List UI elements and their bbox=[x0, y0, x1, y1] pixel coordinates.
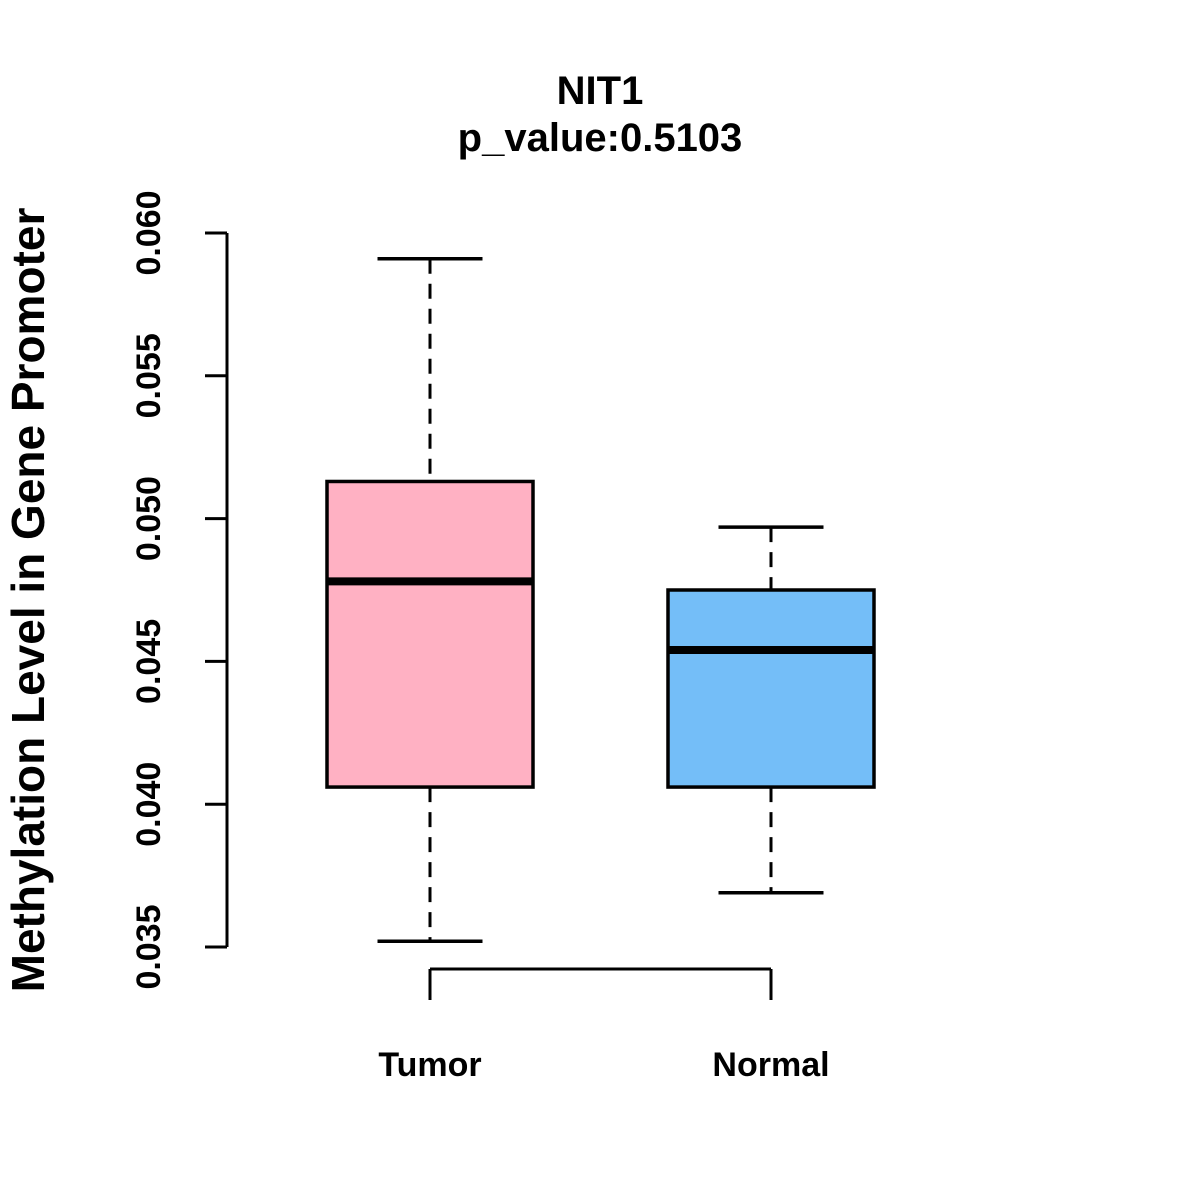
category-label-tumor: Tumor bbox=[378, 1046, 481, 1084]
y-axis-label: Methylation Level in Gene Promoter bbox=[2, 208, 54, 993]
y-tick-label: 0.035 bbox=[130, 904, 168, 989]
y-axis: 0.035 0.040 0.045 0.050 0.055 0.060 bbox=[130, 190, 229, 990]
x-axis: Tumor Normal bbox=[378, 967, 830, 1084]
y-tick-label: 0.045 bbox=[130, 619, 168, 704]
y-tick-label: 0.050 bbox=[130, 476, 168, 561]
y-tick-label: 0.040 bbox=[130, 762, 168, 847]
chart-subtitle: p_value:0.5103 bbox=[458, 116, 743, 160]
y-tick-label: 0.055 bbox=[130, 333, 168, 418]
y-tick-label: 0.060 bbox=[130, 190, 168, 275]
boxes-group bbox=[325, 256, 876, 944]
normal-box bbox=[666, 588, 876, 789]
category-label-normal: Normal bbox=[712, 1046, 829, 1084]
chart-title: NIT1 bbox=[557, 69, 644, 113]
tumor-box bbox=[325, 479, 535, 789]
